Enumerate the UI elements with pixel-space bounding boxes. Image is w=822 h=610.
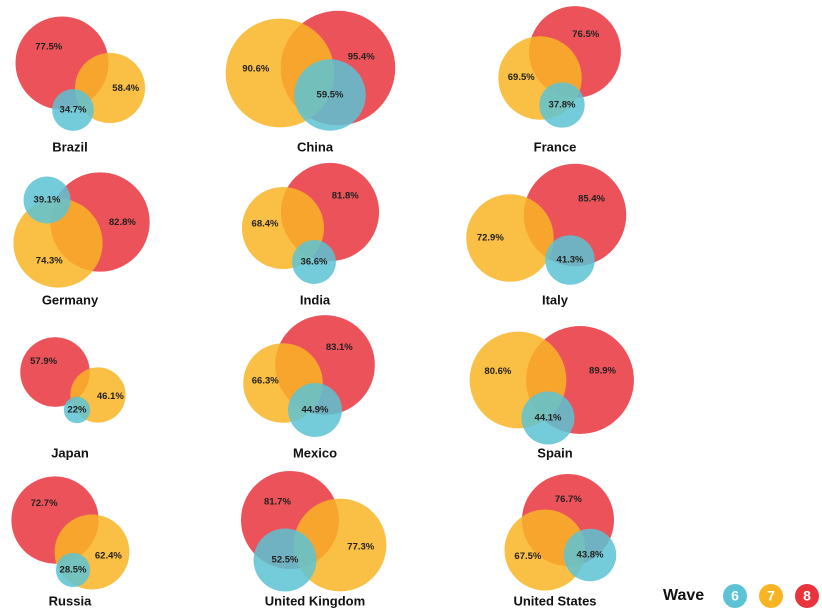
value-label: 58.4%: [112, 83, 139, 94]
venn-group: 57.9% 46.1% 22% Japan: [20, 337, 126, 460]
value-label: 34.7%: [60, 105, 87, 116]
venn-group: 89.9% 80.6% 44.1% Spain: [469, 326, 634, 460]
value-label: 77.3%: [347, 541, 374, 552]
value-label: 81.8%: [332, 191, 359, 202]
country-label: Japan: [51, 445, 89, 460]
value-label: 72.7%: [31, 498, 58, 509]
wave-circle: [294, 59, 366, 131]
wave-circle: [292, 240, 336, 284]
value-label: 77.5%: [35, 41, 62, 52]
value-label: 37.8%: [549, 100, 576, 111]
country-label: United Kingdom: [265, 593, 365, 608]
venn-group: 81.8% 68.4% 36.6% India: [241, 162, 380, 307]
value-label: 28.5%: [60, 565, 87, 576]
value-label: 62.4%: [95, 551, 122, 562]
wave-circle: [52, 89, 94, 131]
legend-label: 7: [767, 588, 775, 604]
value-label: 80.6%: [484, 366, 511, 377]
value-label: 46.1%: [97, 391, 124, 402]
wave-circle: [466, 194, 554, 282]
wave-circle: [504, 509, 586, 591]
value-label: 76.7%: [555, 494, 582, 505]
value-label: 90.6%: [242, 64, 269, 75]
country-label: Mexico: [293, 445, 337, 460]
venn-group: 76.5% 69.5% 37.8% France: [498, 6, 621, 154]
legend-swatch: [795, 584, 819, 608]
value-label: 41.3%: [557, 255, 584, 266]
country-label: Italy: [542, 292, 569, 307]
venn-group: 95.4% 90.6% 59.5% China: [225, 10, 396, 154]
value-label: 68.4%: [252, 218, 279, 229]
value-label: 39.1%: [34, 195, 61, 206]
value-label: 36.6%: [301, 257, 328, 268]
venn-group: 81.7% 77.3% 52.5% United Kingdom: [240, 470, 387, 608]
value-label: 81.7%: [264, 496, 291, 507]
venn-group: 76.7% 67.5% 43.8% United States: [504, 473, 617, 608]
value-label: 72.9%: [477, 233, 504, 244]
value-label: 43.8%: [577, 550, 604, 561]
legend-swatch: [759, 584, 783, 608]
country-label: India: [300, 292, 331, 307]
value-label: 82.8%: [109, 217, 136, 228]
wave-circle: [13, 198, 103, 288]
value-label: 67.5%: [514, 551, 541, 562]
wave-circle: [288, 383, 342, 437]
venn-group: 85.4% 72.9% 41.3% Italy: [466, 163, 627, 307]
value-label: 74.3%: [36, 256, 63, 267]
value-label: 22%: [67, 405, 87, 416]
value-label: 95.4%: [348, 51, 375, 62]
legend: Wave 6 7 8: [663, 584, 819, 608]
value-label: 89.9%: [589, 365, 616, 376]
wave-circle: [539, 82, 585, 128]
wave-circle: [293, 498, 387, 592]
value-label: 69.5%: [508, 72, 535, 83]
legend-title: Wave: [663, 587, 704, 604]
country-label: United States: [513, 593, 596, 608]
wave-circle: [521, 391, 575, 445]
wave-circle: [545, 235, 595, 285]
value-label: 85.4%: [578, 193, 605, 204]
country-label: Brazil: [52, 139, 87, 154]
wave-circle: [563, 528, 617, 582]
value-label: 44.9%: [302, 405, 329, 416]
legend-label: 8: [803, 588, 811, 604]
country-label: Spain: [537, 445, 572, 460]
wave-circle: [55, 552, 91, 588]
venn-group: 72.7% 62.4% 28.5% Russia: [11, 476, 130, 608]
value-label: 57.9%: [30, 356, 57, 367]
value-label: 52.5%: [272, 555, 299, 566]
value-label: 66.3%: [252, 375, 279, 386]
wave-circle: [23, 176, 71, 224]
venn-group: 77.5% 58.4% 34.7% Brazil: [15, 16, 146, 154]
country-label: China: [297, 139, 334, 154]
legend-swatch: [723, 584, 747, 608]
value-label: 76.5%: [572, 29, 599, 40]
country-label: Germany: [42, 292, 99, 307]
wave-circle: [253, 528, 317, 592]
venn-group: 83.1% 66.3% 44.9% Mexico: [243, 315, 375, 460]
value-label: 59.5%: [317, 90, 344, 101]
country-label: France: [534, 139, 577, 154]
value-label: 44.1%: [535, 413, 562, 424]
venn-group: 82.8% 74.3% 39.1% Germany: [13, 172, 150, 307]
value-label: 83.1%: [326, 342, 353, 353]
legend-label: 6: [731, 588, 739, 604]
country-label: Russia: [49, 593, 92, 608]
wave-circle: [63, 396, 91, 424]
